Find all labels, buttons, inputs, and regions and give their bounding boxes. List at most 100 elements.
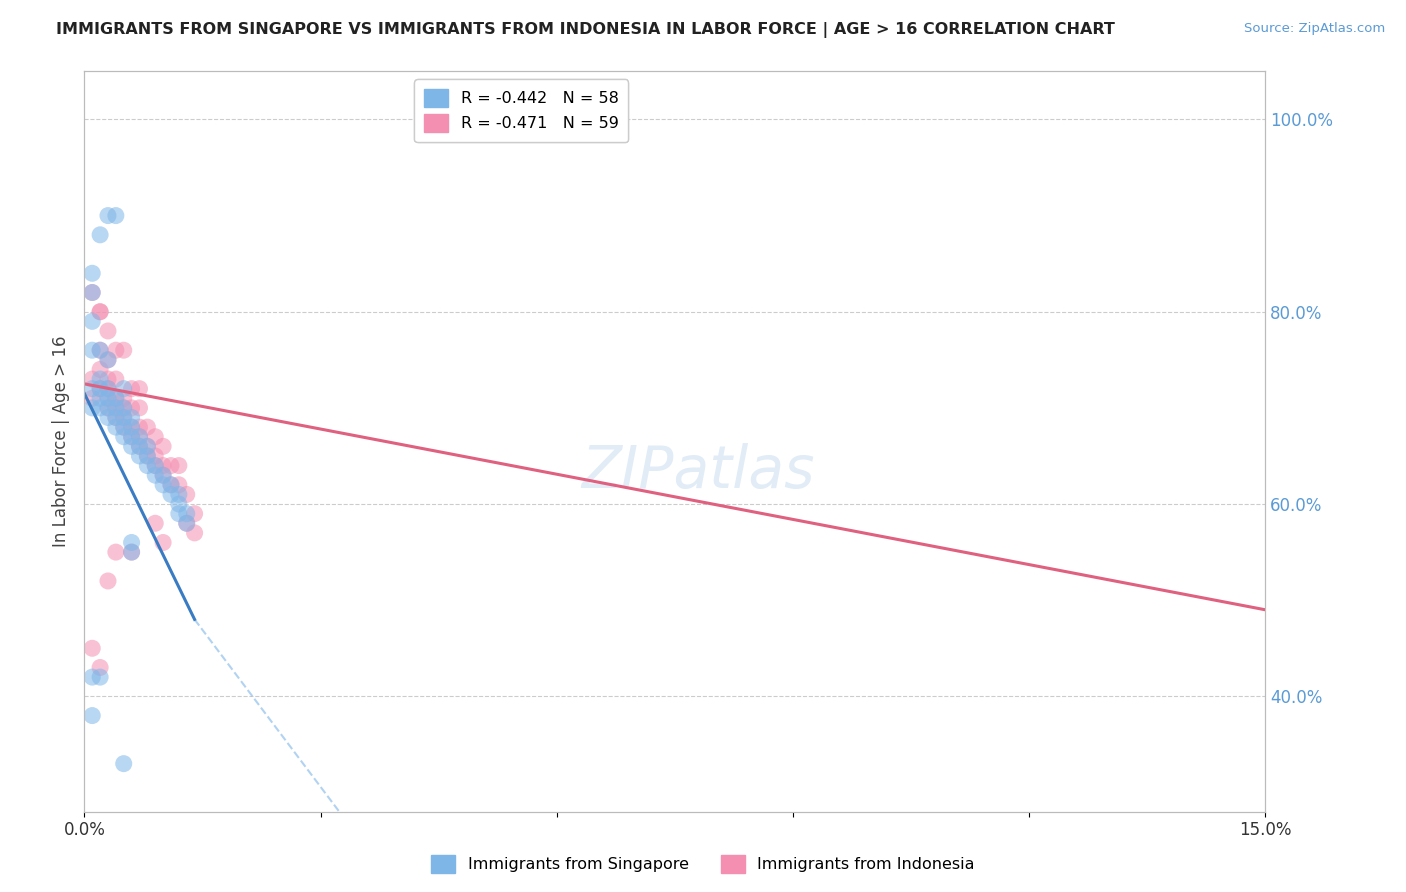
Point	[136, 420, 159, 434]
Point	[176, 507, 198, 521]
Legend: Immigrants from Singapore, Immigrants from Indonesia: Immigrants from Singapore, Immigrants fr…	[425, 848, 981, 880]
Point	[82, 372, 104, 386]
Point	[89, 304, 111, 318]
Text: ZIPatlas: ZIPatlas	[582, 442, 815, 500]
Point	[89, 391, 111, 405]
Point	[112, 410, 135, 425]
Point	[121, 545, 143, 559]
Point	[89, 670, 111, 684]
Point	[183, 525, 205, 540]
Point	[97, 352, 120, 367]
Point	[136, 449, 159, 463]
Point	[104, 420, 127, 434]
Point	[176, 516, 198, 531]
Point	[167, 487, 190, 501]
Point	[121, 410, 143, 425]
Point	[152, 439, 174, 453]
Point	[128, 420, 150, 434]
Point	[82, 285, 104, 300]
Point	[112, 401, 135, 415]
Point	[82, 391, 104, 405]
Point	[89, 382, 111, 396]
Text: Source: ZipAtlas.com: Source: ZipAtlas.com	[1244, 22, 1385, 36]
Point	[97, 401, 120, 415]
Point	[152, 468, 174, 483]
Point	[160, 478, 183, 492]
Point	[82, 266, 104, 280]
Point	[112, 756, 135, 771]
Point	[121, 382, 143, 396]
Point	[97, 391, 120, 405]
Point	[152, 535, 174, 549]
Point	[97, 410, 120, 425]
Point	[82, 314, 104, 328]
Point	[143, 430, 166, 444]
Point	[97, 372, 120, 386]
Point	[104, 391, 127, 405]
Point	[112, 430, 135, 444]
Point	[136, 449, 159, 463]
Point	[104, 391, 127, 405]
Point	[112, 401, 135, 415]
Point	[89, 227, 111, 242]
Y-axis label: In Labor Force | Age > 16: In Labor Force | Age > 16	[52, 335, 70, 548]
Point	[97, 574, 120, 588]
Point	[167, 478, 190, 492]
Point	[167, 497, 190, 511]
Point	[82, 401, 104, 415]
Point	[121, 420, 143, 434]
Point	[112, 410, 135, 425]
Point	[176, 516, 198, 531]
Point	[176, 487, 198, 501]
Point	[104, 209, 127, 223]
Point	[97, 382, 120, 396]
Point	[136, 439, 159, 453]
Point	[121, 420, 143, 434]
Text: IMMIGRANTS FROM SINGAPORE VS IMMIGRANTS FROM INDONESIA IN LABOR FORCE | AGE > 16: IMMIGRANTS FROM SINGAPORE VS IMMIGRANTS …	[56, 22, 1115, 38]
Point	[89, 372, 111, 386]
Point	[167, 458, 190, 473]
Point	[104, 545, 127, 559]
Point	[89, 660, 111, 674]
Point	[121, 430, 143, 444]
Point	[128, 439, 150, 453]
Point	[128, 382, 150, 396]
Point	[82, 708, 104, 723]
Point	[97, 401, 120, 415]
Point	[143, 458, 166, 473]
Point	[104, 401, 127, 415]
Point	[104, 372, 127, 386]
Point	[160, 478, 183, 492]
Legend: R = -0.442   N = 58, R = -0.471   N = 59: R = -0.442 N = 58, R = -0.471 N = 59	[415, 79, 628, 142]
Point	[160, 458, 183, 473]
Point	[112, 420, 135, 434]
Point	[104, 401, 127, 415]
Point	[121, 545, 143, 559]
Point	[121, 401, 143, 415]
Point	[97, 391, 120, 405]
Point	[112, 382, 135, 396]
Point	[104, 343, 127, 358]
Point	[167, 507, 190, 521]
Point	[89, 343, 111, 358]
Point	[121, 430, 143, 444]
Point	[128, 430, 150, 444]
Point	[89, 362, 111, 376]
Point	[128, 439, 150, 453]
Point	[97, 324, 120, 338]
Point	[82, 382, 104, 396]
Point	[128, 430, 150, 444]
Point	[136, 458, 159, 473]
Point	[104, 410, 127, 425]
Point	[97, 352, 120, 367]
Point	[89, 401, 111, 415]
Point	[143, 468, 166, 483]
Point	[112, 391, 135, 405]
Point	[143, 516, 166, 531]
Point	[89, 382, 111, 396]
Point	[112, 343, 135, 358]
Point	[143, 449, 166, 463]
Point	[82, 641, 104, 656]
Point	[104, 410, 127, 425]
Point	[128, 401, 150, 415]
